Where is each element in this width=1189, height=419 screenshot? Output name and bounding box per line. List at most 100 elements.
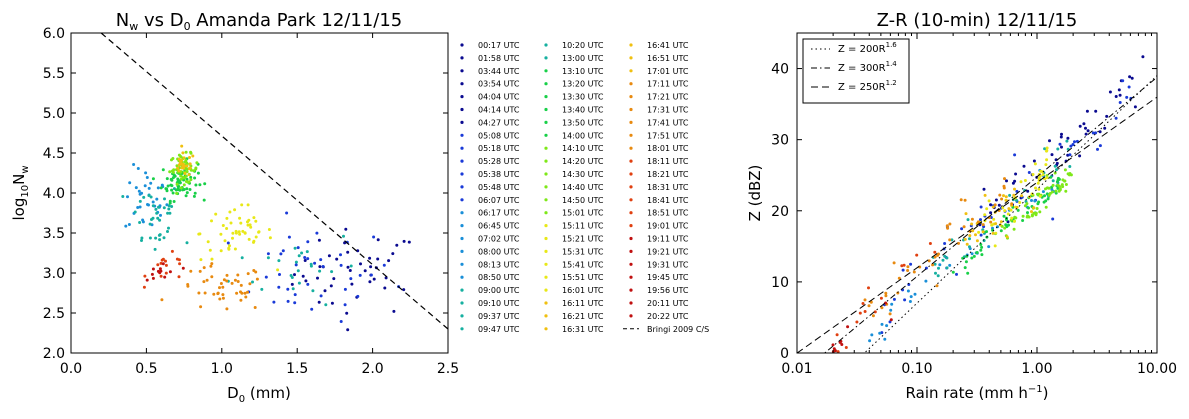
nw-point bbox=[134, 186, 138, 190]
nw-legend-marker bbox=[629, 288, 633, 292]
nw-legend-marker bbox=[629, 95, 633, 99]
nw-point bbox=[179, 186, 183, 190]
nw-point bbox=[254, 235, 258, 239]
nw-point bbox=[195, 161, 199, 165]
zr-point bbox=[908, 300, 912, 303]
zr-point bbox=[1021, 219, 1025, 222]
zr-point bbox=[863, 298, 867, 302]
zr-point bbox=[1041, 190, 1045, 194]
nw-point bbox=[149, 195, 153, 199]
nw-point bbox=[235, 291, 239, 295]
zr-point bbox=[991, 231, 995, 235]
nw-legend-label: 13:30 UTC bbox=[562, 93, 604, 102]
zr-point bbox=[1060, 132, 1063, 136]
nw-point bbox=[316, 276, 319, 280]
nw-point bbox=[194, 183, 198, 187]
zr-point bbox=[970, 217, 974, 221]
zr-point bbox=[846, 325, 850, 329]
nw-chart-title: Nw vs D0 Amanda Park 12/11/15 bbox=[116, 10, 402, 33]
zr-point bbox=[909, 295, 913, 299]
nw-point bbox=[198, 183, 202, 187]
nw-scatter-points bbox=[121, 144, 411, 332]
nw-legend-label: 18:31 UTC bbox=[647, 183, 689, 192]
nw-point bbox=[136, 167, 140, 170]
nw-point bbox=[161, 168, 165, 172]
zr-y-tick-label: 40 bbox=[771, 62, 789, 78]
zr-point bbox=[1053, 164, 1057, 168]
zr-point bbox=[902, 263, 906, 267]
nw-point bbox=[266, 256, 270, 260]
nw-point bbox=[164, 271, 168, 275]
zr-point bbox=[945, 256, 949, 260]
nw-point bbox=[219, 282, 223, 285]
zr-point bbox=[966, 271, 970, 275]
nw-point bbox=[225, 273, 229, 277]
zr-point bbox=[1098, 144, 1102, 148]
zr-point bbox=[979, 243, 983, 246]
zr-point bbox=[992, 217, 996, 221]
nw-point bbox=[186, 180, 190, 184]
zr-point bbox=[880, 322, 884, 326]
nw-point bbox=[150, 218, 153, 221]
zr-point bbox=[1121, 79, 1125, 83]
nw-point bbox=[279, 252, 283, 256]
nw-legend-marker bbox=[629, 224, 633, 228]
nw-legend-marker bbox=[460, 224, 464, 228]
zr-point bbox=[1018, 201, 1022, 204]
zr-point bbox=[977, 230, 981, 234]
zr-point bbox=[1054, 189, 1058, 193]
zr-legend-label: Z = 250R1.2 bbox=[838, 79, 897, 93]
nw-legend-label: 17:51 UTC bbox=[647, 131, 689, 140]
zr-point bbox=[867, 286, 870, 290]
nw-point bbox=[193, 176, 197, 180]
zr-point bbox=[1026, 211, 1029, 215]
zr-point bbox=[1006, 212, 1010, 216]
nw-point bbox=[227, 247, 231, 251]
nw-point bbox=[303, 259, 307, 262]
nw-point bbox=[346, 250, 350, 254]
nw-point bbox=[165, 187, 169, 191]
nw-point bbox=[278, 273, 281, 276]
zr-point bbox=[1010, 202, 1014, 206]
nw-point bbox=[163, 275, 167, 279]
nw-point bbox=[170, 205, 174, 208]
nw-point bbox=[164, 259, 167, 263]
nw-legend-marker bbox=[544, 327, 548, 331]
nw-point bbox=[222, 278, 226, 282]
nw-point bbox=[138, 221, 142, 224]
nw-legend-label: 06:17 UTC bbox=[478, 209, 520, 218]
nw-point bbox=[167, 204, 171, 208]
nw-point bbox=[170, 169, 174, 173]
nw-point bbox=[138, 205, 142, 209]
nw-point bbox=[159, 274, 163, 278]
zr-point bbox=[964, 212, 968, 216]
nw-point bbox=[188, 156, 191, 159]
zr-point bbox=[1011, 181, 1015, 185]
nw-legend-label: 15:01 UTC bbox=[562, 209, 604, 218]
nw-y-tick-label: 2.0 bbox=[43, 346, 65, 362]
nw-legend-marker bbox=[460, 69, 464, 73]
nw-point bbox=[178, 262, 182, 266]
nw-point bbox=[148, 236, 152, 240]
nw-legend-marker bbox=[460, 95, 464, 99]
zr-point bbox=[966, 218, 970, 222]
nw-point bbox=[165, 177, 169, 181]
zr-point bbox=[1084, 132, 1088, 136]
zr-point bbox=[1091, 131, 1095, 135]
nw-point bbox=[376, 257, 380, 261]
zr-point bbox=[936, 274, 940, 278]
nw-legend-label: 19:45 UTC bbox=[647, 273, 689, 282]
zr-point bbox=[982, 187, 986, 191]
zr-point bbox=[1032, 211, 1036, 215]
nw-point bbox=[189, 151, 193, 155]
nw-legend-label: 18:21 UTC bbox=[647, 170, 689, 179]
nw-point bbox=[237, 230, 241, 234]
nw-point bbox=[170, 158, 173, 162]
nw-point bbox=[276, 268, 280, 272]
nw-legend-label: 09:47 UTC bbox=[478, 325, 520, 334]
nw-point bbox=[221, 293, 225, 297]
nw-point bbox=[176, 166, 180, 170]
nw-legend-label: 13:40 UTC bbox=[562, 106, 604, 115]
zr-point bbox=[836, 350, 840, 353]
nw-point bbox=[254, 219, 258, 223]
